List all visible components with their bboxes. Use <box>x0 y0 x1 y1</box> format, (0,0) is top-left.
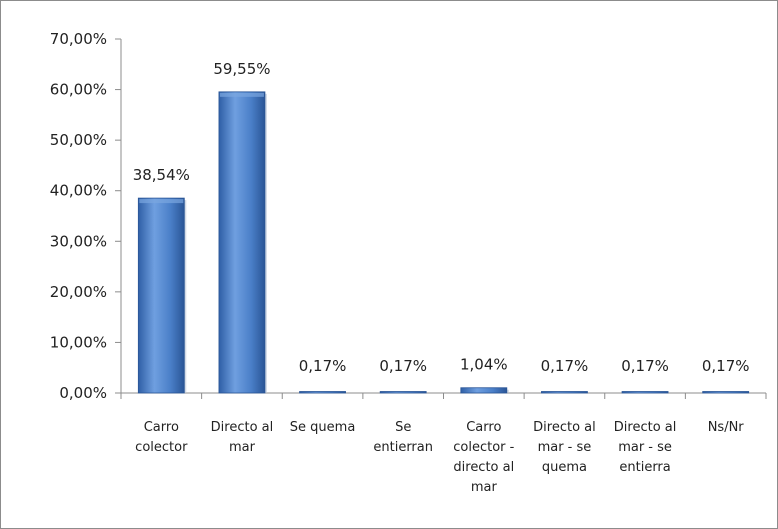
data-label: 0,17% <box>379 357 427 375</box>
data-label: 38,54% <box>133 166 190 184</box>
bar <box>702 391 750 394</box>
category-label: Directo al mar - se quema <box>533 420 596 475</box>
y-tick-label: 30,00% <box>50 232 107 250</box>
data-label: 0,17% <box>702 357 750 375</box>
data-label: 0,17% <box>299 357 347 375</box>
data-label: 0,17% <box>621 357 669 375</box>
y-tick-label: 50,00% <box>50 131 107 149</box>
data-label: 59,55% <box>213 60 270 78</box>
bar <box>299 391 346 394</box>
y-tick-label: 10,00% <box>50 333 107 351</box>
bar-cap <box>219 92 264 97</box>
category-label: Directo al mar - se entierra <box>614 420 677 475</box>
y-tick-label: 40,00% <box>50 182 107 200</box>
y-tick-label: 20,00% <box>50 283 107 301</box>
y-axis: 0,00% 10,00% 20,00% 30,00% 40,00% 50,00% 60,00… <box>50 30 122 402</box>
data-labels: 38,54% 59,55% 0,17% 0,17% 1,04% 0,17% 0,17% 0,1… <box>133 60 750 375</box>
category-labels: Carro colector Directo al mar Se quema Se enti… <box>135 420 744 495</box>
bar <box>460 387 508 394</box>
bar-cap <box>139 199 184 204</box>
y-tick-label: 0,00% <box>59 384 107 402</box>
data-label: 0,17% <box>541 357 589 375</box>
bars <box>137 91 750 394</box>
x-axis <box>120 392 767 399</box>
category-label: Carro colector <box>135 420 188 455</box>
y-tick-label: 70,00% <box>50 30 107 48</box>
category-label: Carro colector -directo al mar <box>453 420 514 495</box>
category-label: Ns/Nr <box>708 420 745 435</box>
data-label: 1,04% <box>460 356 508 374</box>
category-label: Se entierran <box>373 420 433 455</box>
bar <box>218 91 266 394</box>
bar <box>541 391 588 394</box>
bar <box>621 391 669 394</box>
category-label: Se quema <box>290 420 356 435</box>
bar <box>379 391 427 394</box>
category-label: Directo al mar <box>211 420 274 455</box>
y-tick-label: 60,00% <box>50 81 107 99</box>
bar <box>137 197 185 394</box>
